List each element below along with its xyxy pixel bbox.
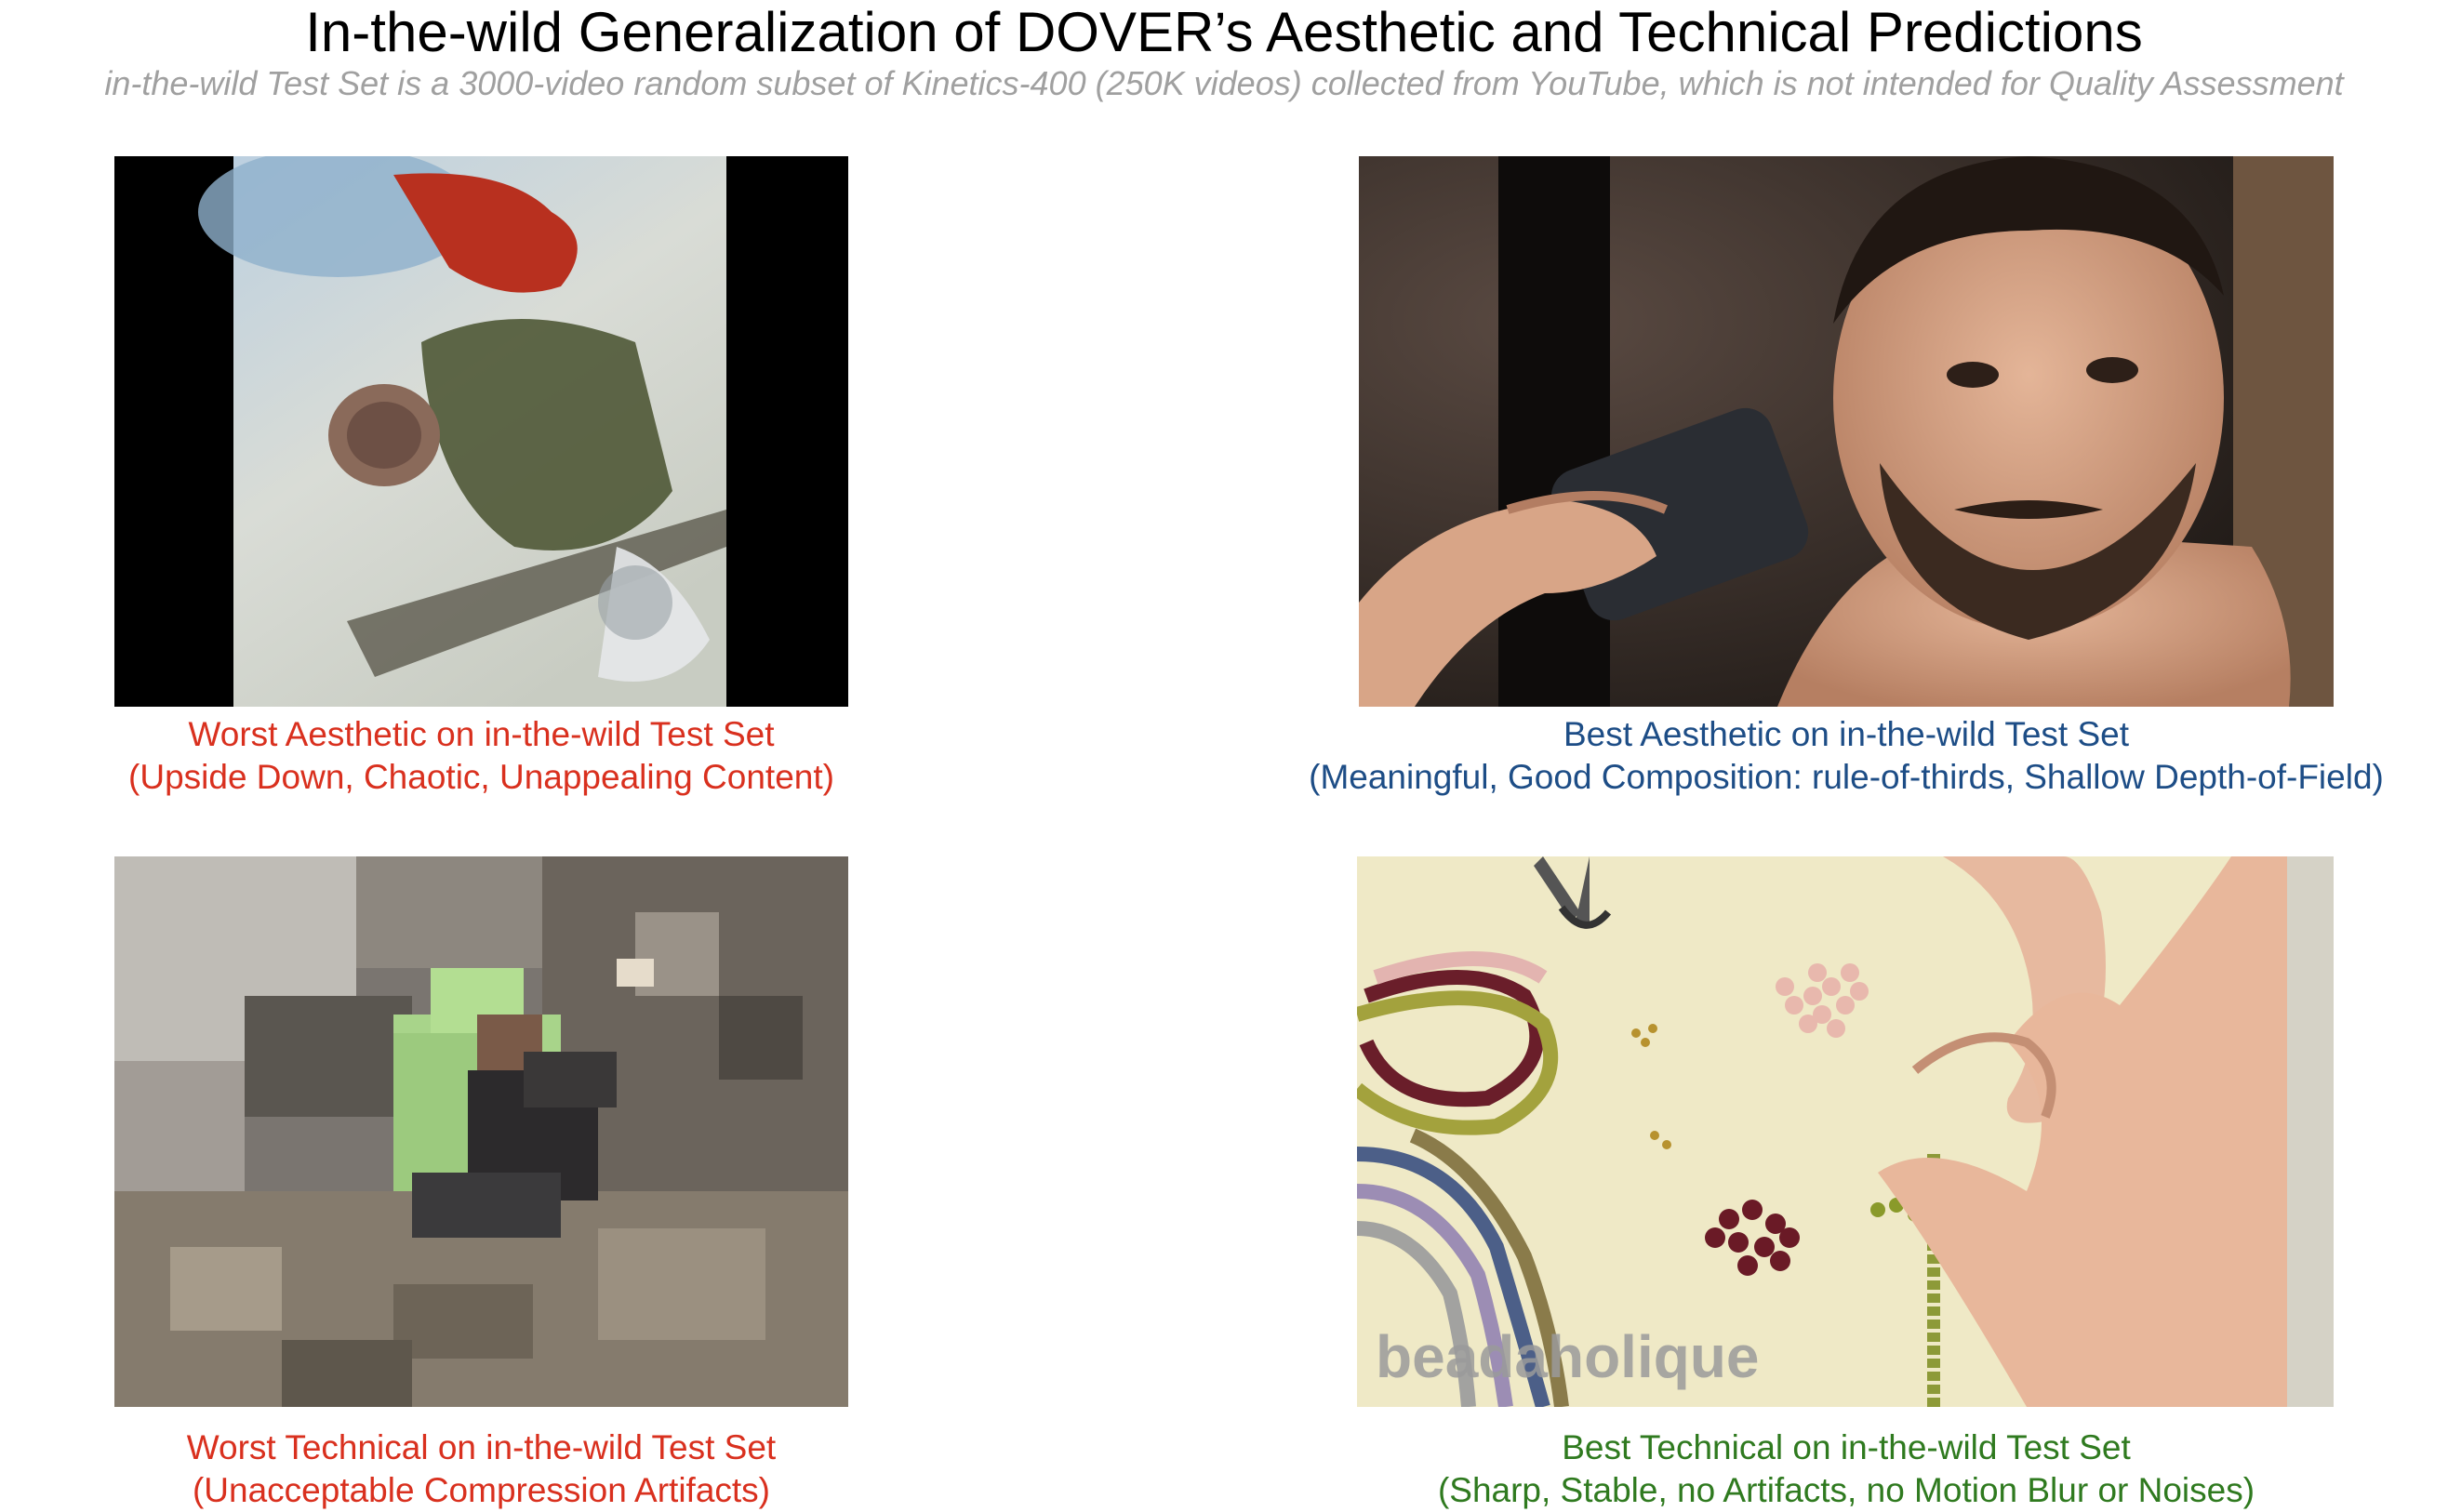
figure-title: In-the-wild Generalization of DOVER’s Ae… [305,1,2143,63]
worst-aesthetic-frame [114,156,848,707]
best-technical-caption-line2: (Sharp, Stable, no Artifacts, no Motion … [1437,1471,2255,1509]
best-technical-caption-line1: Best Technical on in-the-wild Test Set [1562,1428,2131,1466]
worst-aesthetic-caption: Worst Aesthetic on in-the-wild Test Set … [96,713,867,799]
worst-aesthetic-caption-line2: (Upside Down, Chaotic, Unappealing Conte… [128,758,834,796]
best-technical-frame: beadaholique [1357,856,2334,1407]
worst-technical-caption: Worst Technical on in-the-wild Test Set … [96,1426,867,1512]
best-aesthetic-frame [1359,156,2334,707]
worst-technical-caption-line1: Worst Technical on in-the-wild Test Set [186,1428,777,1466]
figure-subtitle: in-the-wild Test Set is a 3000-video ran… [104,64,2344,102]
best-aesthetic-caption-line2: (Meaningful, Good Composition: rule-of-t… [1309,758,2384,796]
worst-technical-frame [114,856,848,1407]
watermark-text: beadaholique [1376,1323,1760,1390]
best-aesthetic-caption: Best Aesthetic on in-the-wild Test Set (… [1209,713,2448,799]
worst-aesthetic-caption-line1: Worst Aesthetic on in-the-wild Test Set [188,715,775,753]
best-aesthetic-caption-line1: Best Aesthetic on in-the-wild Test Set [1563,715,2130,753]
best-technical-caption: Best Technical on in-the-wild Test Set (… [1209,1426,2448,1512]
worst-technical-caption-line2: (Unacceptable Compression Artifacts) [192,1471,771,1509]
